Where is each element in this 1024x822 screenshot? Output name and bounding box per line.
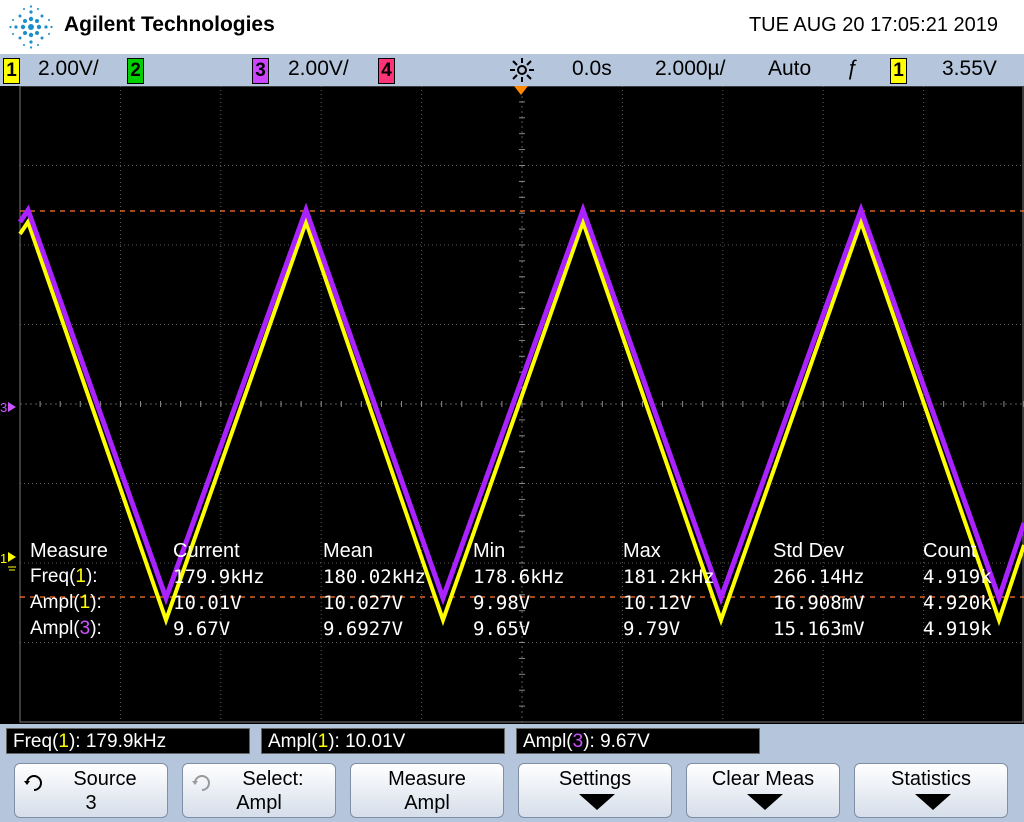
down-arrow-icon: [747, 794, 783, 810]
max-value: 10.12V: [623, 592, 692, 614]
mean-value: 180.02kHz: [323, 566, 426, 588]
measurement-label: Ampl(3):: [30, 618, 102, 640]
std-dev-value: 266.14Hz: [773, 566, 865, 588]
statistics-softkey[interactable]: Statistics: [854, 763, 1008, 818]
col-count: Count: [923, 540, 976, 563]
col-min: Min: [473, 540, 505, 563]
source-softkey[interactable]: Source 3: [14, 763, 168, 818]
col-mean: Mean: [323, 540, 373, 563]
max-value: 181.2kHz: [623, 566, 715, 588]
softkey-value: 3: [15, 792, 167, 815]
clear-meas-softkey[interactable]: Clear Meas: [686, 763, 840, 818]
current-value: 9.67V: [173, 618, 230, 640]
channel-1-indicator[interactable]: 1: [3, 58, 20, 84]
current-value: 179.9kHz: [173, 566, 265, 588]
measurement-row: Ampl(3): 9.67V 9.6927V 9.65V 9.79V 15.16…: [0, 618, 1024, 644]
channel-3-indicator[interactable]: 3: [252, 58, 269, 84]
down-arrow-icon: [579, 794, 615, 810]
timebase-scale[interactable]: 2.000µ/: [655, 57, 726, 81]
measurement-header-row: Measure Current Mean Min Max Std Dev Cou…: [0, 540, 1024, 566]
freq-ch1-readout[interactable]: Freq(1): 179.9kHz: [6, 728, 250, 754]
measurement-row: Freq(1): 179.9kHz 180.02kHz 178.6kHz 181…: [0, 566, 1024, 592]
std-dev-value: 15.163mV: [773, 618, 865, 640]
measurement-label: Freq(1):: [30, 566, 98, 588]
count-value: 4.919k: [923, 566, 992, 588]
measure-softkey[interactable]: Measure Ampl: [350, 763, 504, 818]
min-value: 9.98V: [473, 592, 530, 614]
softkey-label: Settings: [519, 768, 671, 791]
channel-2-indicator[interactable]: 2: [127, 58, 144, 84]
horizontal-delay[interactable]: 0.0s: [572, 57, 612, 81]
count-value: 4.920k: [923, 592, 992, 614]
down-arrow-icon: [915, 794, 951, 810]
trigger-mode[interactable]: Auto: [768, 57, 811, 81]
ampl-ch1-readout[interactable]: Ampl(1): 10.01V: [261, 728, 505, 754]
ampl-ch3-readout[interactable]: Ampl(3): 9.67V: [516, 728, 760, 754]
measurement-row: Ampl(1): 10.01V 10.027V 9.98V 10.12V 16.…: [0, 592, 1024, 618]
title-bar: Agilent Technologies TUE AUG 20 17:05:21…: [0, 0, 1024, 54]
count-value: 4.919k: [923, 618, 992, 640]
col-measure: Measure: [30, 540, 108, 563]
run-status-icon: [508, 57, 536, 83]
col-std-dev: Std Dev: [773, 540, 844, 563]
measurement-label: Ampl(1):: [30, 592, 102, 614]
softkey-label: Source: [15, 768, 167, 791]
mean-value: 9.6927V: [323, 618, 403, 640]
settings-softkey[interactable]: Settings: [518, 763, 672, 818]
channel-status-bar: 1 2.00V/ 2 3 2.00V/ 4 0.0s 2.000µ/ Auto …: [0, 54, 1024, 86]
softkey-label: Clear Meas: [687, 768, 839, 791]
softkey-label: Select:: [183, 768, 335, 791]
measurement-readout-bar: Freq(1): 179.9kHz Ampl(1): 10.01V Ampl(3…: [0, 724, 1024, 760]
softkey-label: Measure: [351, 768, 503, 791]
col-current: Current: [173, 540, 240, 563]
trigger-source-indicator[interactable]: 1: [890, 58, 907, 84]
agilent-spark-logo-icon: [8, 4, 54, 50]
softkey-value: Ampl: [183, 792, 335, 815]
min-value: 178.6kHz: [473, 566, 565, 588]
channel-1-scale[interactable]: 2.00V/: [38, 57, 99, 81]
channel-3-scale[interactable]: 2.00V/: [288, 57, 349, 81]
trigger-slope-icon: ƒ: [846, 57, 858, 81]
select-softkey[interactable]: Select: Ampl: [182, 763, 336, 818]
trigger-level[interactable]: 3.55V: [942, 57, 997, 81]
mean-value: 10.027V: [323, 592, 403, 614]
softkey-label: Statistics: [855, 768, 1007, 791]
current-value: 10.01V: [173, 592, 242, 614]
measurement-statistics-table: Measure Current Mean Min Max Std Dev Cou…: [0, 86, 1024, 724]
softkey-value: Ampl: [351, 792, 503, 815]
std-dev-value: 16.908mV: [773, 592, 865, 614]
softkey-bar: Source 3 Select: Ampl Measure Ampl Setti…: [0, 760, 1024, 822]
min-value: 9.65V: [473, 618, 530, 640]
date-time: TUE AUG 20 17:05:21 2019: [749, 14, 998, 37]
brand-name: Agilent Technologies: [64, 13, 275, 37]
max-value: 9.79V: [623, 618, 680, 640]
col-max: Max: [623, 540, 661, 563]
channel-4-indicator[interactable]: 4: [378, 58, 395, 84]
